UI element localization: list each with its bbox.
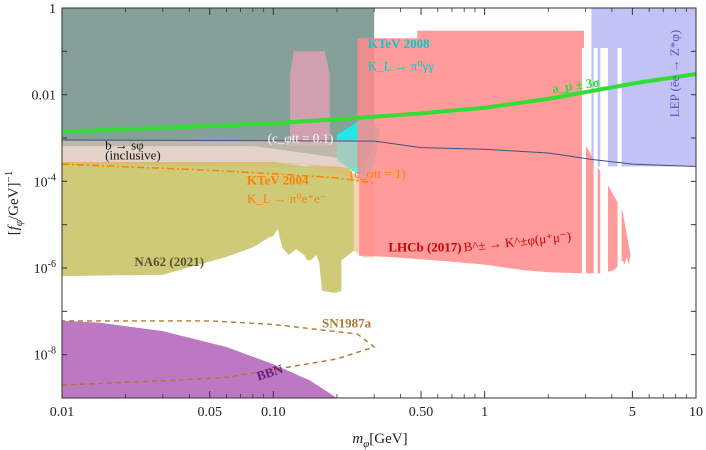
curve-b-s-c-tt-1 xyxy=(62,163,375,185)
y-tick-label: 10-8 xyxy=(34,346,56,364)
region-na62-2021 xyxy=(62,162,354,293)
x-tick-label: 0.01 xyxy=(50,405,75,420)
label-sn-label: SN1987a xyxy=(322,316,372,331)
veto-spike xyxy=(600,48,605,278)
x-axis-label: mφ[GeV] xyxy=(352,431,407,450)
veto-spike xyxy=(593,48,598,278)
label-lep-label: LEP (ēe → Z*φ) xyxy=(667,30,682,118)
axes: 0.01 0.05 0.10 0.50 1 5 10 1 0.01 10-4 10-6 10-8 xyxy=(32,2,704,420)
region-lhcb-2017 xyxy=(357,30,631,274)
curve-a-3 xyxy=(62,72,696,134)
x-tick-label: 1 xyxy=(481,405,488,420)
x-tick-label: 0.05 xyxy=(197,405,222,420)
label-ktev2004-title: KTeV 2004 xyxy=(247,172,309,187)
curve-b-s-c-tt-0-1 xyxy=(62,139,696,167)
exclusion-regions xyxy=(62,8,696,398)
y-tick-label: 10-4 xyxy=(34,172,56,190)
x-tick-label: 10 xyxy=(689,405,703,420)
y-tick-label: 0.01 xyxy=(32,89,57,104)
label-ktev2004-decay: K_L → π⁰e⁺e⁻ xyxy=(247,191,327,206)
label-c1-label: (c_φtt = 1) xyxy=(350,166,406,181)
label-bsphi-title: b → sφ xyxy=(105,137,144,152)
veto-spike xyxy=(581,48,586,278)
y-axis-label: [fφ/GeV]−1 xyxy=(3,171,25,235)
label-ktev2008-decay: K_L → π⁰γγ xyxy=(368,59,434,74)
label-ktev2008-title: KTeV 2008 xyxy=(368,36,430,51)
label-amu-label: a_μ ± 3σ xyxy=(551,74,600,95)
y-tick-label: 1 xyxy=(49,2,56,17)
veto-spike xyxy=(603,48,608,278)
label-na62-label: NA62 (2021) xyxy=(134,254,204,269)
region-ktev-2004 xyxy=(62,162,375,258)
label-bsphi-incl: (inclusive) xyxy=(105,147,161,162)
plot-frame xyxy=(61,7,697,399)
x-tick-label: 5 xyxy=(629,405,636,420)
y-tick-label: 10-6 xyxy=(34,259,56,277)
region-bbn xyxy=(62,320,337,398)
limit-curves xyxy=(62,72,696,386)
region-lep-e-z xyxy=(591,8,696,167)
label-c01-label: (c_φtt = 0.1) xyxy=(268,131,334,146)
region-b-s-inclusive xyxy=(62,140,358,169)
label-lhcb-label: LHCb (2017) xyxy=(388,240,461,255)
curve-sn1987a xyxy=(62,320,376,386)
x-tick-label: 0.50 xyxy=(409,405,434,420)
x-tick-label: 0.10 xyxy=(261,405,286,420)
